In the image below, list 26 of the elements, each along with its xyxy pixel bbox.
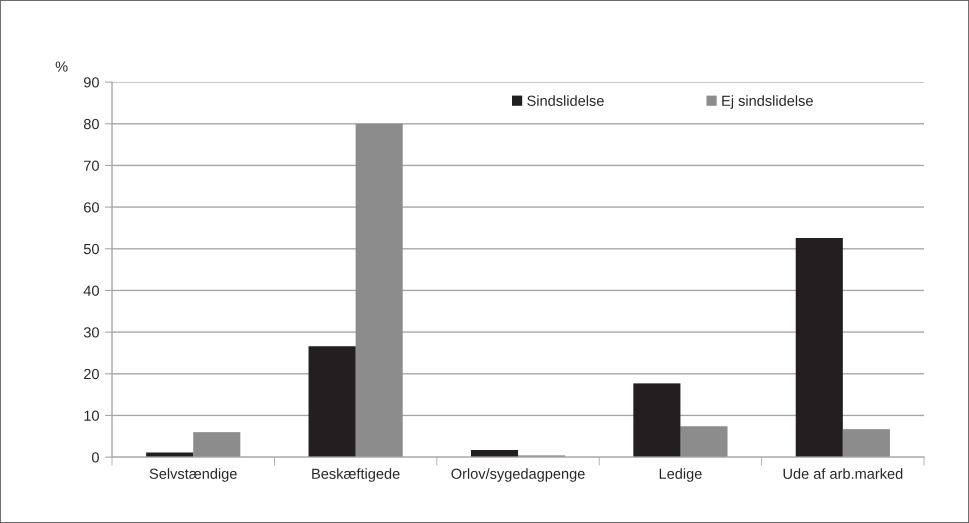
bar: [193, 432, 240, 458]
bar: [308, 346, 356, 458]
legend-label: Sindslidelse: [527, 95, 604, 106]
y-tick-label: 30: [84, 327, 99, 338]
y-tick-label: 70: [84, 160, 99, 171]
y-tick-label: 90: [84, 77, 99, 88]
x-tick-label: Orlov/sygedagpenge: [451, 468, 585, 482]
bar: [633, 383, 680, 458]
y-axis-title: %: [56, 61, 68, 72]
bar: [796, 238, 843, 458]
x-tick-label: Selvstændige: [150, 468, 237, 482]
bar: [842, 429, 890, 458]
x-tick-label: Ude af arb.marked: [784, 468, 902, 479]
bar: [680, 426, 728, 458]
legend-label: Ej sindslidelse: [722, 95, 813, 109]
y-tick-label: 50: [84, 244, 99, 254]
x-tick-label: Beskæftigede: [312, 468, 400, 482]
x-tick-label: Ledige: [660, 468, 702, 482]
y-tick-label: 10: [84, 410, 99, 421]
y-tick-label: 60: [84, 202, 99, 213]
y-tick-label: 80: [84, 118, 99, 130]
y-tick-label: 20: [84, 368, 99, 380]
bar: [356, 124, 403, 458]
y-tick-label: 0: [92, 452, 99, 463]
y-tick-label: 40: [84, 286, 99, 296]
bar: [470, 450, 518, 458]
